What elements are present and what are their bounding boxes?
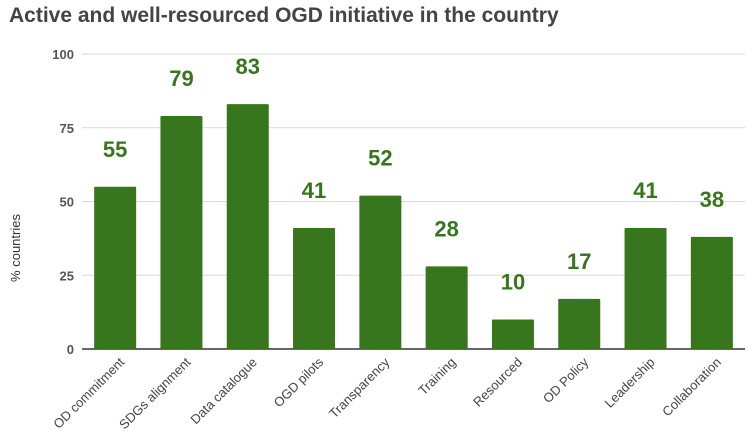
bar-value-label: 55 <box>103 137 127 162</box>
bar <box>425 266 468 349</box>
bar-value-label: 17 <box>567 249 591 274</box>
bar <box>491 319 534 349</box>
x-category-label: Training <box>415 355 458 398</box>
bar-value-label: 38 <box>700 187 724 212</box>
bar <box>624 228 667 349</box>
y-tick-label: 50 <box>60 195 74 210</box>
bars <box>94 104 733 350</box>
x-category-label: Leadership <box>602 355 658 411</box>
x-category-label: Data catalogue <box>187 355 259 427</box>
x-category-label: OGD pilots <box>271 354 327 410</box>
y-tick-label: 100 <box>52 47 74 62</box>
y-tick-label: 25 <box>60 268 74 283</box>
bar-value-label: 83 <box>236 54 260 79</box>
x-category-label: SDGs alignment <box>116 354 194 432</box>
y-tick-label: 75 <box>60 121 74 136</box>
bar <box>558 298 601 349</box>
bar-value-label: 28 <box>434 216 458 241</box>
bar <box>690 236 733 349</box>
y-axis-ticks: 0 25 50 75 100 <box>52 47 74 357</box>
x-category-label: Collaboration <box>659 355 724 420</box>
bar-value-label: 79 <box>169 66 193 91</box>
x-category-label: Transparency <box>326 354 393 421</box>
bar <box>293 228 336 349</box>
y-tick-label: 0 <box>67 342 74 357</box>
bar <box>94 186 137 349</box>
x-category-label: Resourced <box>470 355 525 410</box>
bar-value-label: 41 <box>633 178 657 203</box>
bar-value-label: 10 <box>501 270 525 295</box>
bar-value-label: 41 <box>302 178 326 203</box>
y-axis-title: % countries <box>8 214 23 282</box>
x-category-label: OD Policy <box>540 354 592 406</box>
bar <box>359 195 402 349</box>
bar-value-label: 52 <box>368 146 392 171</box>
chart-title: Active and well-resourced OGD initiative… <box>9 4 559 27</box>
x-category-label: OD commitment <box>50 354 127 431</box>
data-labels: 55 79 83 41 52 28 10 17 41 38 <box>103 54 724 294</box>
bar <box>160 115 203 349</box>
bar <box>226 104 269 350</box>
